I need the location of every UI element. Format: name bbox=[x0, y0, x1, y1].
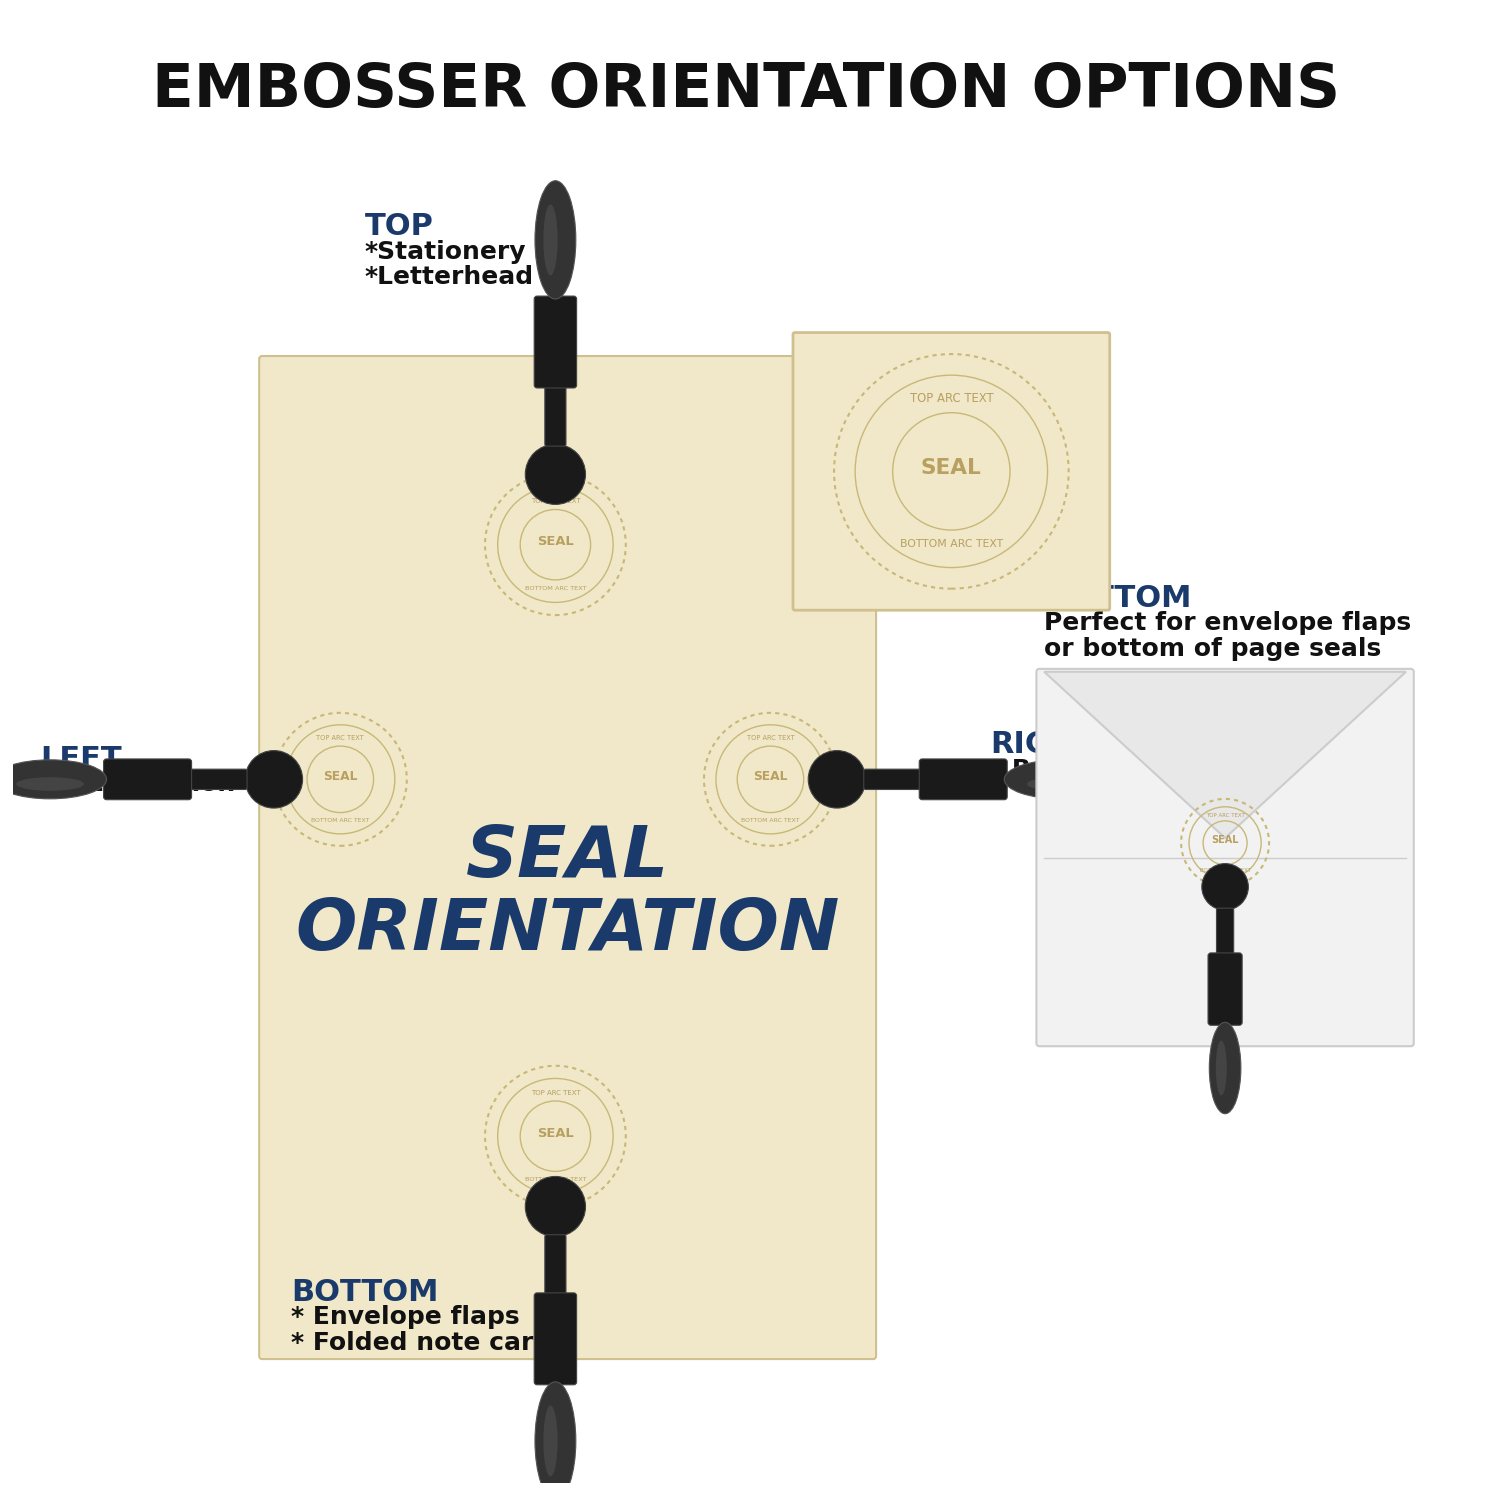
Text: *Letterhead: *Letterhead bbox=[364, 266, 534, 290]
Text: EMBOSSER ORIENTATION OPTIONS: EMBOSSER ORIENTATION OPTIONS bbox=[152, 62, 1340, 120]
Circle shape bbox=[244, 750, 303, 808]
FancyBboxPatch shape bbox=[186, 770, 248, 789]
Circle shape bbox=[1202, 864, 1248, 910]
FancyBboxPatch shape bbox=[864, 770, 924, 789]
Text: BOTTOM: BOTTOM bbox=[1044, 584, 1191, 614]
FancyBboxPatch shape bbox=[544, 382, 566, 446]
Text: SEAL: SEAL bbox=[753, 770, 788, 783]
Ellipse shape bbox=[1216, 1041, 1227, 1095]
Text: SEAL: SEAL bbox=[466, 824, 669, 892]
FancyBboxPatch shape bbox=[104, 759, 192, 800]
Text: * Book page: * Book page bbox=[990, 758, 1161, 782]
Ellipse shape bbox=[543, 204, 558, 276]
Text: SEAL: SEAL bbox=[921, 459, 981, 478]
Text: BOTTOM ARC TEXT: BOTTOM ARC TEXT bbox=[1200, 867, 1251, 873]
FancyBboxPatch shape bbox=[544, 1234, 566, 1298]
Text: BOTTOM ARC TEXT: BOTTOM ARC TEXT bbox=[741, 818, 800, 824]
Ellipse shape bbox=[1028, 777, 1095, 790]
FancyBboxPatch shape bbox=[1216, 908, 1233, 958]
Text: TOP ARC TEXT: TOP ARC TEXT bbox=[531, 498, 580, 504]
Text: RIGHT: RIGHT bbox=[990, 730, 1096, 759]
Polygon shape bbox=[1044, 672, 1406, 838]
Text: BOTTOM ARC TEXT: BOTTOM ARC TEXT bbox=[525, 1178, 586, 1182]
Text: SEAL: SEAL bbox=[537, 1126, 574, 1140]
Text: BOTTOM ARC TEXT: BOTTOM ARC TEXT bbox=[310, 818, 369, 824]
Text: LEFT: LEFT bbox=[40, 746, 122, 774]
FancyBboxPatch shape bbox=[1208, 952, 1242, 1026]
Circle shape bbox=[525, 444, 585, 504]
Text: *Stationery: *Stationery bbox=[364, 240, 526, 264]
Text: TOP ARC TEXT: TOP ARC TEXT bbox=[909, 392, 993, 405]
Ellipse shape bbox=[543, 1406, 558, 1476]
Text: BOTTOM: BOTTOM bbox=[291, 1278, 440, 1306]
Circle shape bbox=[808, 750, 865, 808]
Text: SEAL: SEAL bbox=[537, 536, 574, 549]
Text: TOP ARC TEXT: TOP ARC TEXT bbox=[531, 1089, 580, 1095]
FancyBboxPatch shape bbox=[1036, 669, 1414, 1046]
FancyBboxPatch shape bbox=[534, 1293, 576, 1384]
Ellipse shape bbox=[0, 760, 106, 800]
Ellipse shape bbox=[16, 777, 84, 790]
Text: TOP ARC TEXT: TOP ARC TEXT bbox=[747, 735, 795, 741]
Text: * Folded note cards: * Folded note cards bbox=[291, 1330, 567, 1354]
Text: * Envelope flaps: * Envelope flaps bbox=[291, 1305, 520, 1329]
Ellipse shape bbox=[1209, 1023, 1240, 1113]
Text: SEAL: SEAL bbox=[1212, 836, 1239, 844]
Text: or bottom of page seals: or bottom of page seals bbox=[1044, 636, 1382, 660]
Ellipse shape bbox=[536, 180, 576, 298]
FancyBboxPatch shape bbox=[260, 356, 876, 1359]
Text: BOTTOM ARC TEXT: BOTTOM ARC TEXT bbox=[525, 586, 586, 591]
Text: Perfect for envelope flaps: Perfect for envelope flaps bbox=[1044, 610, 1412, 634]
Text: TOP ARC TEXT: TOP ARC TEXT bbox=[316, 735, 364, 741]
Text: *Not Common: *Not Common bbox=[40, 772, 236, 796]
Ellipse shape bbox=[1005, 760, 1118, 800]
Text: SEAL: SEAL bbox=[322, 770, 357, 783]
Text: BOTTOM ARC TEXT: BOTTOM ARC TEXT bbox=[900, 538, 1004, 549]
FancyBboxPatch shape bbox=[794, 333, 1110, 610]
Text: ORIENTATION: ORIENTATION bbox=[296, 897, 840, 966]
Text: TOP: TOP bbox=[364, 213, 434, 242]
Text: TOP ARC TEXT: TOP ARC TEXT bbox=[1206, 813, 1245, 818]
Ellipse shape bbox=[536, 1382, 576, 1500]
FancyBboxPatch shape bbox=[920, 759, 1007, 800]
FancyBboxPatch shape bbox=[534, 296, 576, 388]
Circle shape bbox=[525, 1176, 585, 1236]
